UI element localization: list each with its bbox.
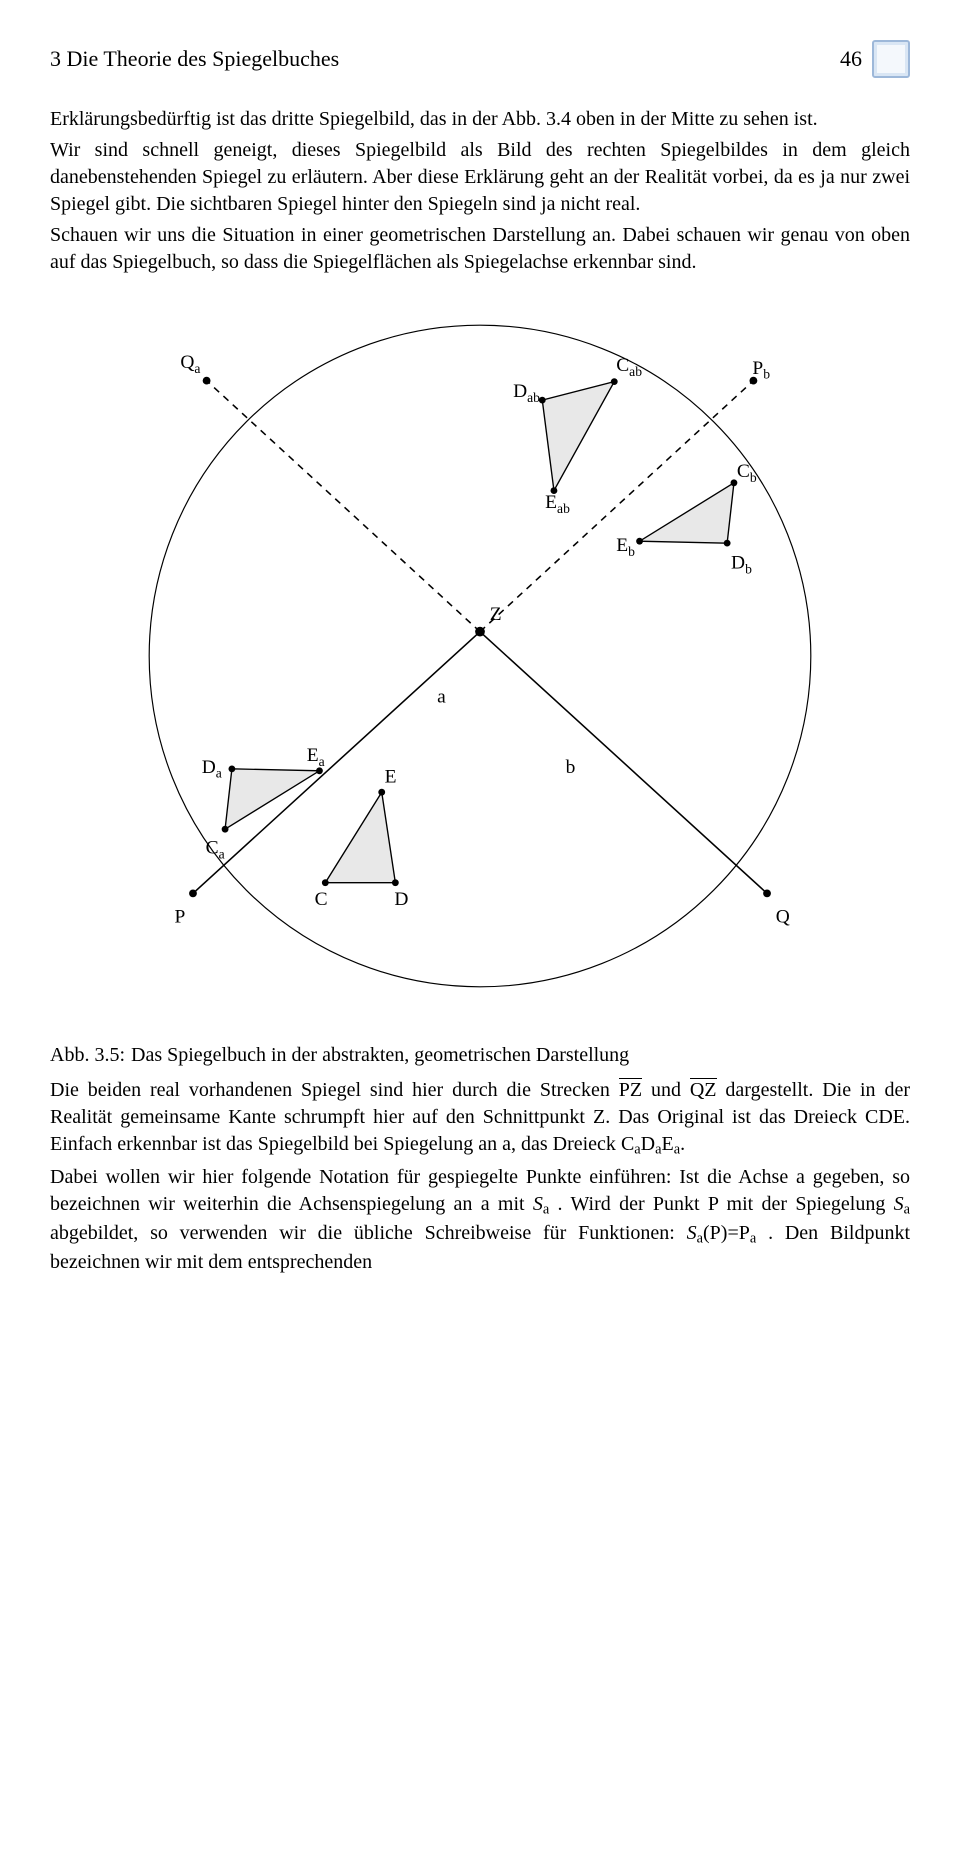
svg-text:Z: Z [490, 604, 502, 625]
svg-text:Eb: Eb [616, 535, 635, 559]
svg-text:Ca: Ca [206, 838, 225, 862]
figure-caption-label: Abb. 3.5: [50, 1042, 125, 1069]
svg-text:Qa: Qa [180, 352, 200, 376]
svg-text:Cb: Cb [737, 461, 757, 485]
svg-text:Q: Q [776, 907, 790, 928]
segment-QZ: QZ [690, 1078, 717, 1100]
paragraph-2: Wir sind schnell geneigt, dieses Spiegel… [50, 137, 910, 218]
figure-caption-text: Das Spiegelbuch in der abstrakten, geome… [129, 1042, 629, 1069]
page-header: 3 Die Theorie des Spiegelbuches 46 [50, 40, 910, 78]
triangle-CaDaEa: CaDaEa. [621, 1133, 685, 1155]
svg-text:a: a [437, 687, 446, 708]
svg-text:C: C [315, 889, 328, 910]
text: Die beiden real vorhandenen Spiegel sind… [50, 1079, 619, 1101]
paragraph-3: Schauen wir uns die Situation in einer g… [50, 222, 910, 276]
text: . Wird der Punkt P mit der Spiegelung [558, 1193, 894, 1215]
margin-marker-box [872, 40, 910, 78]
page-number-wrap: 46 [840, 40, 910, 78]
segment-PZ: PZ [619, 1078, 642, 1100]
svg-text:P: P [174, 907, 185, 928]
text: und [651, 1079, 690, 1101]
svg-text:Eab: Eab [545, 492, 570, 516]
section-title: 3 Die Theorie des Spiegelbuches [50, 44, 339, 74]
svg-text:D: D [394, 889, 408, 910]
svg-text:Ea: Ea [307, 745, 325, 769]
svg-text:Db: Db [731, 552, 752, 576]
mirror-book-diagram: Za b P Q Qa Pb C D E Ca Da Ea Cab Dab Eab Cb Db Eb [120, 296, 840, 1016]
svg-text:Dab: Dab [513, 381, 540, 405]
figure-caption: Abb. 3.5: Das Spiegelbuch in der abstrak… [50, 1042, 910, 1069]
equation: Sa(P)=Pa [687, 1222, 757, 1244]
svg-text:Da: Da [202, 757, 222, 781]
svg-text:Pb: Pb [752, 358, 770, 382]
paragraph-5: Dabei wollen wir hier folgende Notation … [50, 1164, 910, 1276]
svg-text:Cab: Cab [616, 355, 642, 379]
text: abgebildet, so verwenden wir die übliche… [50, 1222, 687, 1244]
svg-text:b: b [566, 757, 576, 778]
paragraph-4: Die beiden real vorhandenen Spiegel sind… [50, 1077, 910, 1160]
svg-text:E: E [385, 766, 397, 787]
paragraph-1: Erklärungsbedürftig ist das dritte Spieg… [50, 106, 910, 133]
symbol-Sa: Sa [894, 1193, 910, 1215]
page-number: 46 [840, 44, 862, 74]
figure-3-5: Za b P Q Qa Pb C D E Ca Da Ea Cab Dab Eab Cb Db Eb [50, 296, 910, 1016]
symbol-Sa: Sa [533, 1193, 549, 1215]
